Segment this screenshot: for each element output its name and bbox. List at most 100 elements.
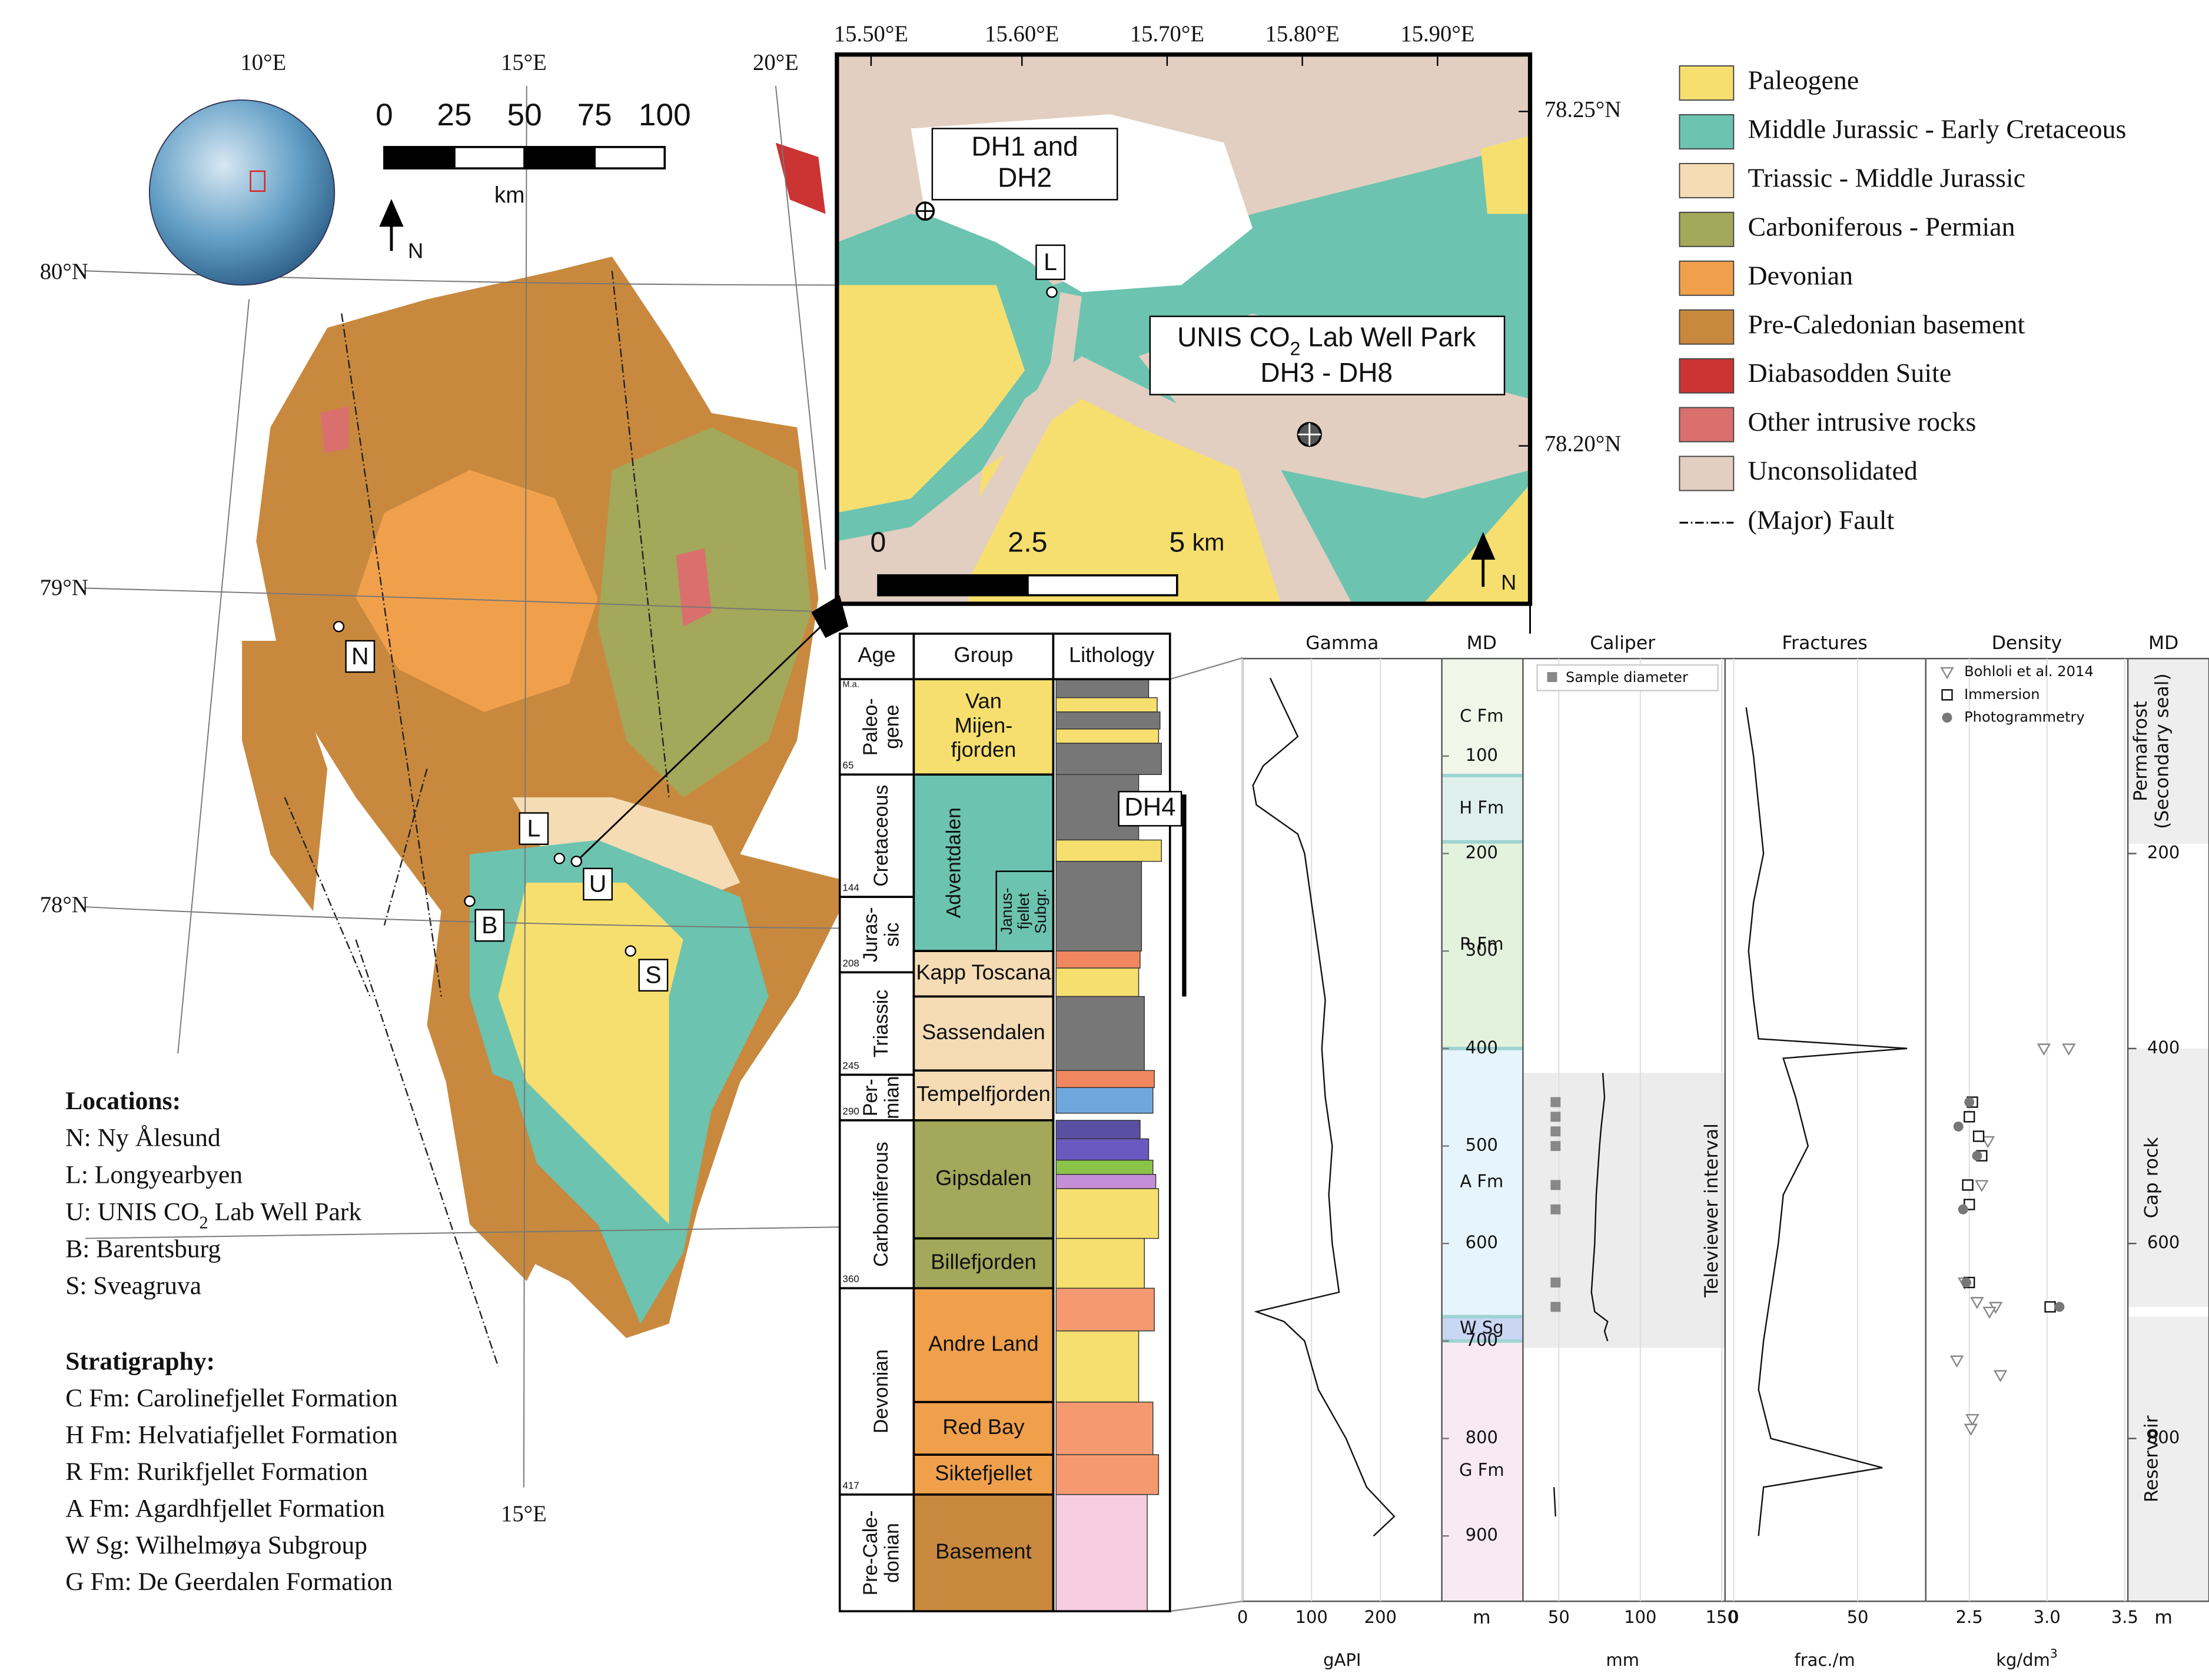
density-marker: [2037, 1043, 2051, 1056]
group-label: Andre Land: [928, 1332, 1039, 1356]
ma-label: 208: [843, 957, 859, 969]
formation-zone: [1441, 1316, 1523, 1341]
axis-unit: frac./m: [1795, 1650, 1855, 1670]
log-header: Caliper: [1590, 633, 1655, 654]
location-item: U: UNIS CO2 Lab Well Park: [65, 1197, 361, 1232]
zone-label: Reservoir: [2141, 1415, 2162, 1502]
group-label: Sassendalen: [922, 1020, 1045, 1044]
lithology-bed: [1055, 1120, 1141, 1140]
site-box: [583, 867, 613, 901]
legend-label: Devonian: [1748, 260, 1853, 290]
site-marker: [570, 856, 583, 867]
lithology-bed: [1055, 1237, 1145, 1289]
inset-frame: [835, 52, 1533, 606]
group-label: Adventdalen: [943, 807, 965, 918]
scale-tick-label: 2.5: [1008, 526, 1047, 558]
formation-zone: [1441, 1340, 1523, 1602]
scale-tick-label: 25: [437, 98, 471, 132]
age-label-line: Pre-Cale-: [859, 1511, 882, 1596]
depth-label: 600: [2147, 1232, 2180, 1252]
x-tick-label: 150: [1706, 1607, 1738, 1627]
sample-marker: [1550, 1180, 1561, 1190]
geo-area: [911, 292, 1082, 604]
longitude-label: 15.60°E: [985, 22, 1059, 46]
sample-marker: [1550, 1112, 1561, 1122]
scale-segment: [1027, 574, 1178, 597]
group-label: Kapp Toscana: [916, 960, 1051, 984]
caliper-curve: [1553, 1487, 1557, 1517]
zone-band: [2128, 658, 2209, 844]
density-marker: [1975, 1180, 1989, 1192]
legend-label: Triassic - Middle Jurassic: [1748, 162, 2026, 192]
axis-unit: mm: [1606, 1650, 1639, 1670]
legend-label: Carboniferous - Permian: [1748, 211, 2015, 241]
stratigraphy-item: H Fm: Helvatiafjellet Formation: [65, 1421, 398, 1449]
stratigraphy-item: R Fm: Rurikfjellet Formation: [65, 1458, 368, 1486]
age-label: Cretaceous: [870, 785, 892, 887]
log-header: Gamma: [1306, 633, 1378, 654]
density-marker: [1940, 667, 1954, 680]
text-part: kg/dm: [1996, 1650, 2050, 1670]
zone-label-line: Cap rock: [2141, 1137, 2162, 1219]
formation-zone: [1441, 841, 1523, 1049]
site-box: [519, 812, 549, 845]
age-label: Pre-Cale-donian: [859, 1511, 903, 1596]
legend-swatch: [1679, 211, 1735, 247]
age-label-line: Juras-: [859, 907, 882, 962]
age-label-line: donian: [881, 1523, 903, 1583]
scale-tick-label: 5: [1169, 526, 1185, 558]
group-cell: [912, 1069, 1055, 1122]
axis-unit: m: [2154, 1607, 2173, 1628]
age-label-line: Per-: [859, 1079, 882, 1116]
x-tick-label: 50: [1847, 1607, 1869, 1627]
zone-label-line: Permafrost: [2130, 701, 2151, 801]
legend-swatch: [1679, 65, 1735, 101]
age-label-line: Triassic: [870, 990, 892, 1057]
caliper-curve: [1590, 1073, 1609, 1342]
lithology-bed: [1055, 743, 1162, 775]
geo-area: [1480, 128, 1530, 214]
age-cell: [838, 1493, 915, 1612]
ma-label: 290: [843, 1106, 859, 1117]
formation-label: H Fm: [1459, 797, 1504, 817]
log-header: MD: [1467, 633, 1497, 654]
geo-area: [356, 470, 598, 712]
heading: Stratigraphy:: [65, 1347, 215, 1375]
geo-area: [968, 398, 1281, 604]
legend-label: Pre-Caledonian basement: [1748, 309, 2025, 339]
lithology-bed: [1055, 1288, 1155, 1332]
density-marker: [1961, 1278, 1971, 1288]
group-label: Tempelfjorden: [916, 1082, 1051, 1106]
legend-swatch: [1679, 309, 1735, 345]
scale-tick-label: 75: [577, 98, 612, 132]
group-label: Van: [965, 689, 1002, 713]
depth-label: 700: [1466, 1330, 1498, 1350]
header-cell: [838, 633, 915, 681]
axis-unit: m: [1473, 1607, 1491, 1628]
site-label: N: [351, 643, 369, 670]
ma-label: 417: [843, 1480, 859, 1491]
location-item: S: Sveagruva: [65, 1272, 201, 1300]
well-marker: [1298, 423, 1321, 446]
ma-unit: M.a.: [843, 680, 859, 690]
sample-marker: [1550, 1278, 1561, 1288]
text-part: B: Barentsburg: [65, 1235, 221, 1263]
subgroup-line: fjellet: [1015, 893, 1032, 930]
graticule: [85, 85, 840, 1488]
geo-area: [320, 405, 349, 453]
text-part: U: UNIS CO: [65, 1197, 199, 1226]
scale-segment: [523, 146, 596, 169]
legend-label: Diabasodden Suite: [1748, 358, 1952, 388]
x-tick-label: 50: [1548, 1607, 1570, 1627]
column-header: Lithology: [1069, 643, 1155, 667]
text-part: S: Sveagruva: [65, 1272, 201, 1300]
text-part: L: Longyearbyen: [65, 1161, 243, 1189]
lithology-bed: [1055, 678, 1150, 698]
scale-segment: [593, 146, 666, 169]
site-box: [474, 909, 505, 942]
well-label: UNIS CO2 Lab Well Park: [1177, 321, 1476, 358]
density-marker: [2044, 1301, 2056, 1313]
density-marker: [2054, 1302, 2065, 1312]
depth-label: 300: [1466, 940, 1498, 960]
density-marker: [1993, 1370, 2008, 1382]
